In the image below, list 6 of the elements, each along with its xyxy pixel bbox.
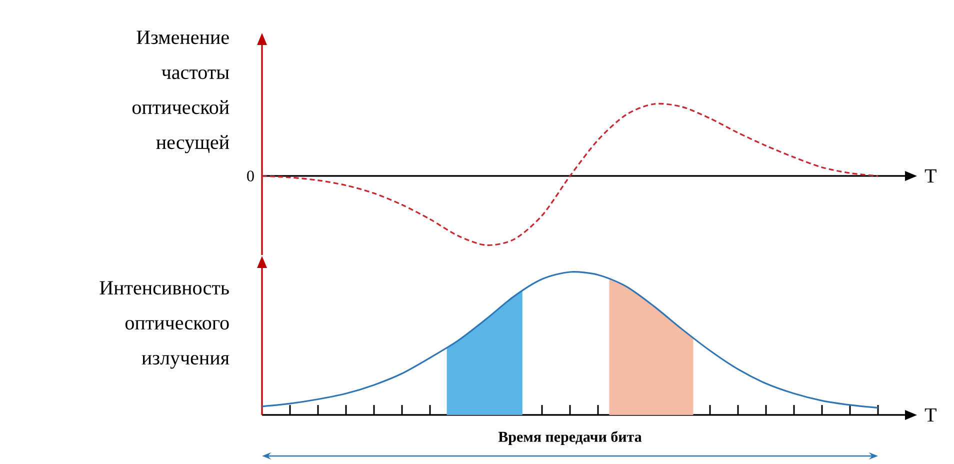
text: 0 (247, 170, 254, 182)
x-axis-title: T (924, 169, 936, 183)
text: Изменение частоты оптической несущей (132, 30, 230, 154)
text: Время передачи бита (498, 431, 642, 445)
text: Интенсивность оптического излучения (100, 281, 230, 369)
x-axis-title: T (924, 408, 936, 422)
